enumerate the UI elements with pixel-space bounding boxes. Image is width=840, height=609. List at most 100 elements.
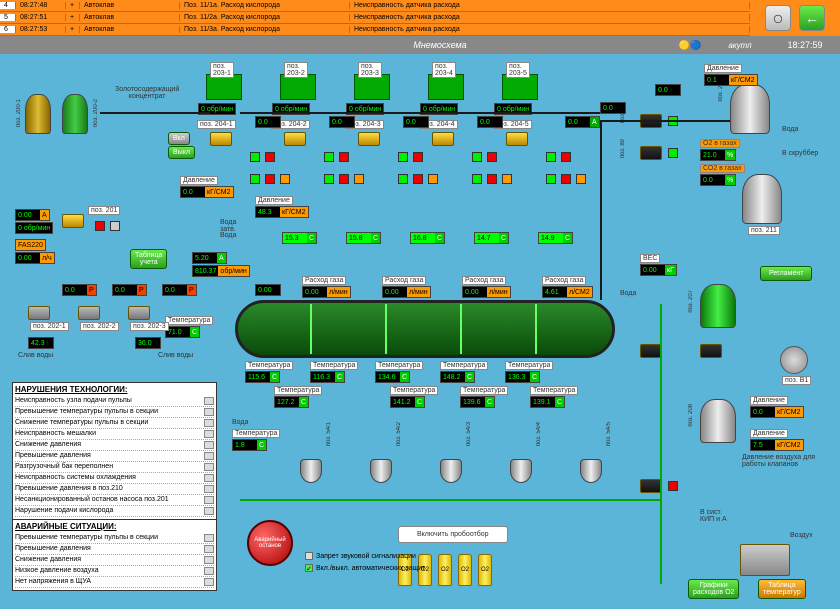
pump-204-2[interactable] [284,132,306,146]
temp-value[interactable]: 115.6 [246,372,270,382]
status-square[interactable] [502,174,512,184]
alarm-row[interactable]: 5 08:27:51 + Автоклав Поз. 11/2а. Расход… [0,12,750,24]
pct-value[interactable]: 0.0 [566,117,590,127]
section-temp[interactable]: 15.3 [283,233,307,243]
pct-value[interactable]: 0.0 [256,117,280,127]
tank-200-1[interactable] [25,94,51,134]
pump-202-1[interactable] [28,306,50,320]
temp-value[interactable]: 134.6 [376,372,400,382]
o2-cylinder[interactable]: О2 [478,554,492,586]
status-square[interactable] [546,152,556,162]
pct-value[interactable]: 0.0 [404,117,428,127]
p-value[interactable]: 0.0 [63,285,87,295]
status-square[interactable] [250,174,260,184]
temp-value[interactable]: 136.3 [506,372,530,382]
status-square[interactable] [428,174,438,184]
pump-202-3[interactable] [128,306,150,320]
sampler[interactable] [580,459,602,483]
status-square[interactable] [265,152,275,162]
temp-value[interactable]: 127.2 [275,397,299,407]
tank-207[interactable] [700,284,736,328]
status-square[interactable] [472,174,482,184]
section-temp[interactable]: 14.9 [539,233,563,243]
vkl-button[interactable]: Вкл [168,132,190,145]
pressure-value[interactable]: 7.5 [751,440,775,450]
status-square[interactable] [339,174,349,184]
gas-flow[interactable]: 0.00 [463,287,487,297]
gas-flow[interactable]: 0.00 [383,287,407,297]
co2-value[interactable]: 0.0 [701,175,725,185]
section-temp[interactable]: 15.8 [347,233,371,243]
status-square[interactable] [487,152,497,162]
vessel-210[interactable] [730,84,770,134]
status-square[interactable] [668,481,678,491]
valve[interactable] [700,344,722,358]
o2-cylinder[interactable]: О2 [438,554,452,586]
alarm-row[interactable]: 6 08:27:53 + Автоклав Поз. 11/3а. Расход… [0,24,750,36]
sampling-button[interactable]: Включить пробоотбор [398,526,508,543]
p-value[interactable]: 0.0 [163,285,187,295]
status-square[interactable] [413,152,423,162]
status-square[interactable] [561,174,571,184]
temp-value[interactable]: 116.3 [311,372,335,382]
status-square[interactable] [546,174,556,184]
gas-flow[interactable]: 0.00 [256,285,280,295]
alarm-ack-button[interactable]: ◯ [765,5,791,31]
gas-flow[interactable]: 4.61 [543,287,567,297]
pump-204-4[interactable] [432,132,454,146]
pct-value[interactable]: 0.0 [601,103,625,113]
section-temp[interactable]: 14.7 [475,233,499,243]
vykl-button[interactable]: Выкл [168,146,195,159]
status-square[interactable] [576,174,586,184]
drive-speed[interactable]: 810.37 [193,266,218,276]
gas-flow[interactable]: 0.00 [303,287,327,297]
emergency-stop-button[interactable]: Аварийный останов [247,520,293,566]
status-square[interactable] [413,174,423,184]
pressure-value[interactable]: 48.3 [256,207,280,217]
tank-208[interactable] [700,399,736,443]
status-square[interactable] [668,148,678,158]
pump-204-1[interactable] [210,132,232,146]
pct-value[interactable]: 0.0 [478,117,502,127]
sampler[interactable] [300,459,322,483]
temp-value[interactable]: 148.2 [441,372,465,382]
sampler[interactable] [440,459,462,483]
o2-cylinder[interactable]: О2 [458,554,472,586]
status-square[interactable] [280,174,290,184]
status-square[interactable] [398,174,408,184]
status-square[interactable] [324,174,334,184]
speed[interactable]: 0 обр/мин [16,223,52,233]
temp-value[interactable]: 139.6 [461,397,485,407]
chart-link-button[interactable]: Графики расходов О2 [688,579,739,599]
pressure-value[interactable]: 0.1 [705,75,729,85]
drive-current[interactable]: 5.20 [193,253,217,263]
status-square[interactable] [398,152,408,162]
status-square[interactable] [339,152,349,162]
pressure-value[interactable]: 0.0 [751,407,775,417]
pct-value[interactable]: 0.0 [656,85,680,95]
status-square[interactable] [250,152,260,162]
valve[interactable] [640,146,662,160]
temp-value[interactable]: 71.0 [166,327,190,337]
mute-checkbox[interactable]: Запрет звуковой сигнализации [305,552,416,560]
temp-value[interactable]: 42.3 [29,338,53,348]
status-square[interactable] [472,152,482,162]
temp-value[interactable]: 1.8 [233,440,257,450]
fan-b1[interactable] [780,346,808,374]
pump-204-5[interactable] [506,132,528,146]
status-square[interactable] [354,174,364,184]
o2-value[interactable]: 21.0 [701,150,725,160]
status-square[interactable] [487,174,497,184]
sampler[interactable] [370,459,392,483]
temp-value[interactable]: 36.0 [136,338,160,348]
pct-value[interactable]: 0.0 [330,117,354,127]
temp-value[interactable]: 141.2 [391,397,415,407]
pump-202-2[interactable] [78,306,100,320]
weight-value[interactable]: 0.00 [641,265,665,275]
pressure-value[interactable]: 0.0 [181,187,205,197]
sampler[interactable] [510,459,532,483]
autoclave-body[interactable] [235,300,615,358]
pump-204-3[interactable] [358,132,380,146]
valve[interactable] [640,344,662,358]
vessel-211[interactable] [742,174,782,224]
